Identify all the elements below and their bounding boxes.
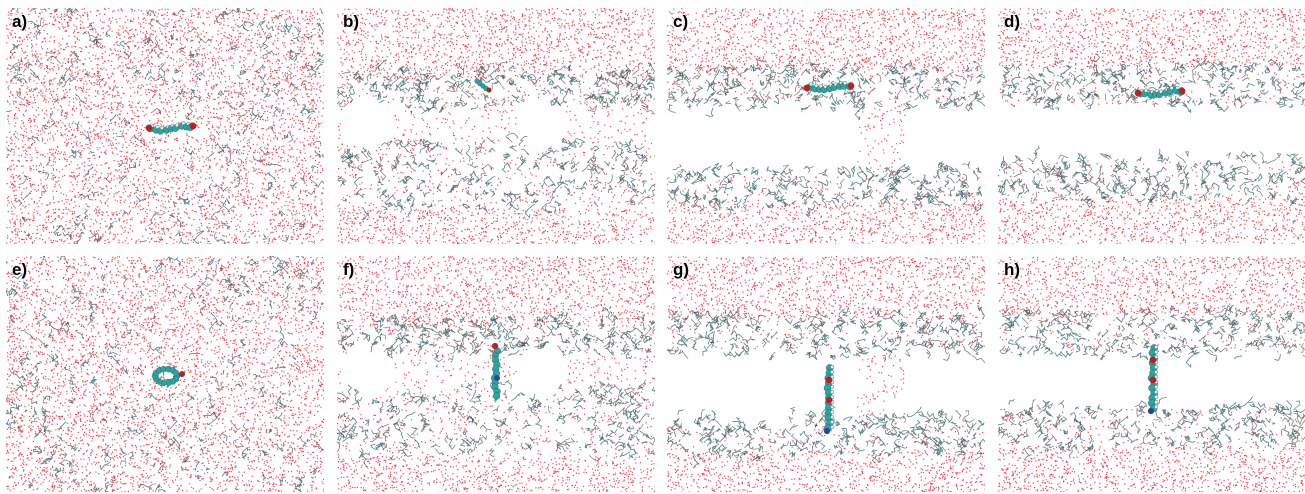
panel-e: e): [6, 256, 324, 492]
panel-b-label: b): [343, 12, 360, 31]
lipid-layer: [6, 8, 324, 244]
panel-h-label: h): [1004, 260, 1021, 279]
solute-molecule: [151, 365, 185, 387]
panel-f: f): [337, 256, 655, 492]
panel-f-label: f): [343, 260, 355, 279]
panel-a-label: a): [12, 12, 28, 31]
lipid-layer: [998, 304, 1305, 461]
panel-e-render: [6, 256, 324, 492]
solute-molecule: [1147, 344, 1159, 415]
panel-e-label: e): [12, 260, 28, 279]
panel-c-render: [667, 8, 985, 244]
lipid-layer: [337, 59, 655, 221]
solute-molecule: [823, 364, 835, 435]
water-layer: [6, 256, 324, 492]
water-layer: [998, 256, 1305, 492]
panel-f-render: [337, 256, 655, 492]
lipid-layer: [6, 256, 324, 492]
panel-a-render: [6, 8, 324, 244]
water-layer: [6, 8, 324, 244]
water-layer: [667, 8, 985, 244]
panel-b: b): [337, 8, 655, 244]
panel-c-label: c): [673, 12, 689, 31]
solute-molecule: [490, 342, 501, 400]
lipid-layer: [337, 307, 655, 469]
solute-molecule: [474, 78, 492, 93]
panel-h-render: [998, 256, 1305, 492]
water-layer: [337, 8, 655, 244]
panel-d: d): [998, 8, 1305, 244]
panel-h: h): [998, 256, 1305, 492]
lipid-layer: [667, 306, 985, 469]
lipid-layer: [998, 53, 1305, 208]
panel-g-label: g): [673, 260, 690, 279]
panel-d-label: d): [1004, 12, 1021, 31]
panel-g-render: [667, 256, 985, 492]
water-layer: [998, 8, 1305, 244]
water-layer: [337, 256, 655, 492]
solute-molecule: [803, 81, 855, 94]
panel-a: a): [6, 8, 324, 244]
solute-molecule: [145, 121, 197, 135]
solute-molecule: [1134, 85, 1186, 99]
lipid-layer: [667, 58, 985, 218]
panel-b-render: [337, 8, 655, 244]
panel-c: c): [667, 8, 985, 244]
panel-d-render: [998, 8, 1305, 244]
panel-g: g): [667, 256, 985, 492]
